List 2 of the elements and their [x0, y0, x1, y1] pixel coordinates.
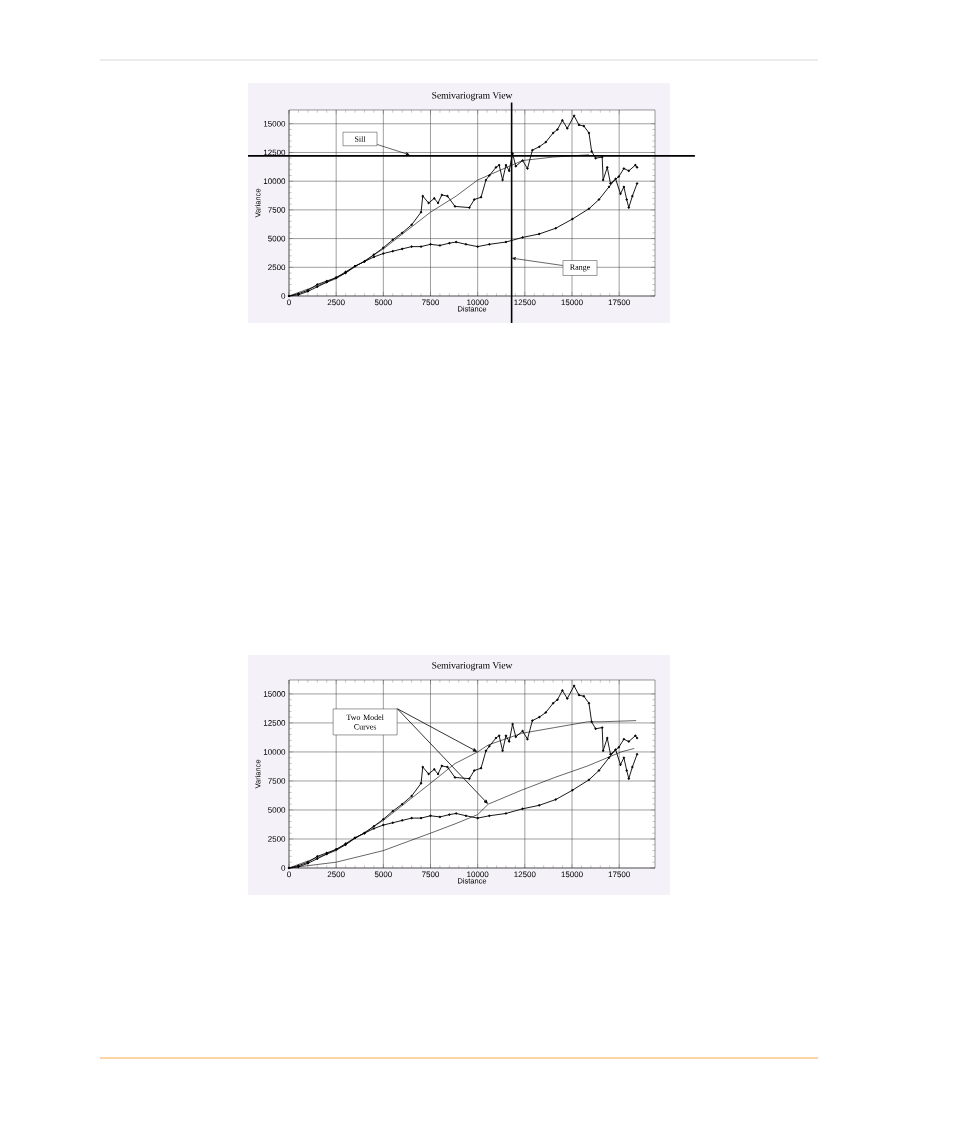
chart-title: Semivariogram View [432, 92, 513, 101]
chart-title: Semivariogram View [432, 662, 513, 671]
